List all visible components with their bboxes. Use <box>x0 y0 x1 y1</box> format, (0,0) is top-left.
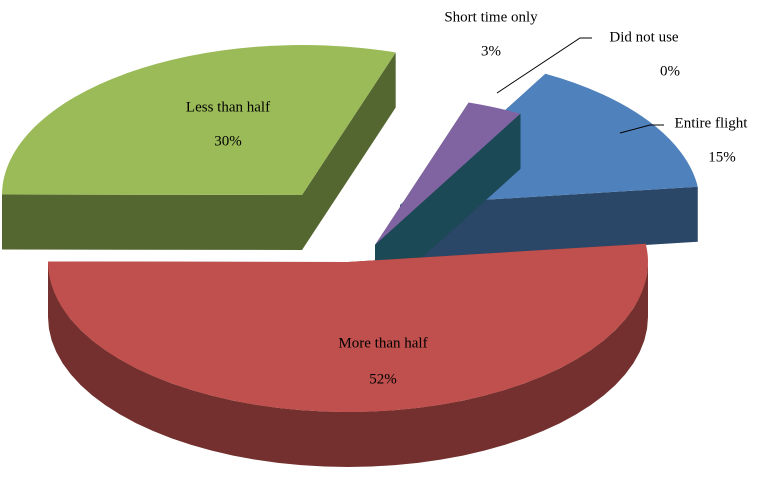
value-label: 0% <box>660 63 680 79</box>
slice-label: Did not use <box>609 29 679 45</box>
leader-line <box>619 124 664 134</box>
slice <box>375 113 521 246</box>
value-label: 15% <box>708 149 736 165</box>
slice-label: Short time only <box>444 9 538 25</box>
value-label: 30% <box>214 133 242 149</box>
slice-side <box>302 52 396 250</box>
slice <box>48 243 649 412</box>
leader-line <box>496 37 592 94</box>
slice-side <box>375 113 521 301</box>
slice-wall <box>48 262 648 467</box>
slice-side <box>2 194 302 250</box>
slice-label: Entire flight <box>675 115 749 131</box>
slice <box>2 44 396 195</box>
value-label: 52% <box>369 371 397 387</box>
slice <box>375 102 521 246</box>
slice-label: Less than half <box>186 99 270 115</box>
slice-label: More than half <box>338 335 427 351</box>
value-label: 3% <box>481 43 501 59</box>
